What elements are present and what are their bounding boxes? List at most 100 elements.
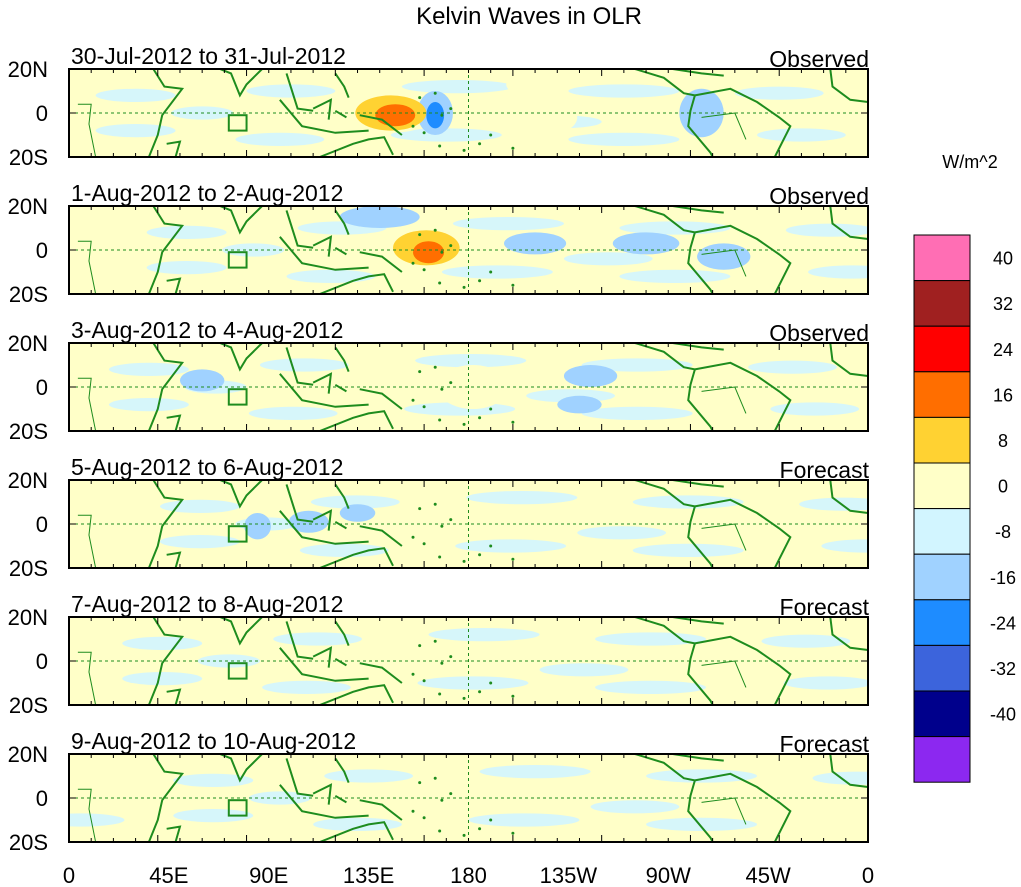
panel-period-label: 30-Jul-2012 to 31-Jul-2012	[71, 43, 346, 69]
olr-anomaly	[563, 365, 618, 387]
olr-anomaly	[179, 369, 225, 392]
weak-negative-anomaly	[146, 261, 227, 275]
coastline	[69, 206, 868, 294]
lat-tick-label: 20S	[9, 830, 48, 855]
weak-negative-anomaly	[197, 654, 260, 668]
coastline	[69, 754, 868, 842]
lat-tick-label: 0	[36, 512, 48, 537]
weak-negative-anomaly	[595, 680, 706, 695]
weak-negative-anomaly	[568, 132, 680, 146]
weak-negative-anomaly	[619, 269, 731, 283]
island	[462, 422, 466, 426]
lon-tick-label: 90E	[249, 863, 288, 887]
coastline	[69, 343, 868, 431]
island	[422, 405, 426, 409]
weak-negative-anomaly	[310, 495, 400, 509]
island	[462, 148, 466, 152]
island	[438, 144, 442, 148]
colorbar-swatch	[913, 325, 971, 373]
lat-tick-label: 20S	[9, 282, 48, 307]
weak-negative-anomaly	[452, 217, 564, 231]
colorbar-level-label: 32	[993, 294, 1013, 314]
weak-negative-anomaly	[415, 354, 527, 368]
colorbar-level-label: -8	[995, 522, 1011, 542]
weak-negative-anomaly	[286, 269, 376, 283]
island	[438, 555, 442, 559]
weak-negative-anomaly	[401, 80, 513, 94]
weak-negative-anomaly	[770, 402, 860, 416]
weak-negative-anomaly	[595, 632, 706, 646]
olr-anomaly	[244, 513, 271, 540]
island	[511, 831, 515, 835]
colorbar-swatch	[913, 508, 971, 555]
lat-tick-label: 20S	[9, 556, 48, 581]
island	[511, 420, 515, 424]
island	[433, 639, 437, 643]
panel-3: 20N 0 20S 3-Aug-2012 to 4-Aug-2012 Observed	[8, 317, 869, 444]
weak-negative-anomaly	[173, 809, 254, 823]
olr-anomaly	[497, 97, 578, 138]
weak-negative-anomaly	[122, 636, 203, 651]
panel-period-label: 5-Aug-2012 to 6-Aug-2012	[71, 454, 343, 480]
island	[511, 283, 515, 287]
weak-negative-anomaly	[248, 406, 338, 420]
olr-anomaly	[557, 395, 602, 414]
island	[449, 244, 453, 248]
weak-negative-anomaly	[324, 769, 414, 783]
lon-tick-label: 135E	[343, 863, 394, 887]
island	[489, 681, 493, 685]
weak-negative-anomaly	[468, 813, 580, 827]
island	[449, 792, 453, 796]
weak-negative-anomaly	[390, 128, 502, 142]
panel-period-label: 9-Aug-2012 to 10-Aug-2012	[71, 728, 356, 754]
colorbar-swatch	[913, 234, 971, 282]
island	[449, 655, 453, 659]
olr-anomaly	[375, 104, 416, 127]
weak-negative-anomaly	[441, 265, 553, 279]
panel-period-label: 3-Aug-2012 to 4-Aug-2012	[71, 317, 343, 343]
lat-tick-label: 20S	[9, 419, 48, 444]
weak-negative-anomaly	[761, 634, 851, 648]
island	[438, 692, 442, 696]
lat-tick-label: 0	[36, 375, 48, 400]
weak-negative-anomaly	[821, 539, 868, 553]
weak-negative-anomaly	[262, 680, 351, 695]
panel-status-label: Forecast	[780, 594, 870, 620]
panel-2: 20N 0 20S 1-Aug-2012 to 2-Aug-2012 Observed	[8, 180, 869, 307]
island	[462, 833, 466, 837]
olr-anomaly	[612, 232, 680, 255]
panel-1: 20N 0 20S 30-Jul-2012 to 31-Jul-2012 Observe…	[8, 43, 869, 170]
island	[411, 535, 415, 539]
lon-tick-label: 0	[862, 863, 874, 887]
olr-anomaly	[339, 206, 420, 228]
island	[422, 542, 426, 546]
island	[440, 661, 444, 665]
panel-status-label: Observed	[769, 183, 869, 209]
lat-tick-label: 20S	[9, 145, 48, 170]
island	[511, 557, 515, 561]
weak-negative-anomaly	[646, 817, 758, 832]
colorbar-swatch	[913, 690, 971, 738]
lat-tick-label: 20N	[8, 331, 48, 356]
weak-negative-anomaly	[299, 543, 389, 558]
island	[449, 518, 453, 522]
colorbar-level-label: 40	[993, 249, 1013, 269]
island	[438, 418, 442, 422]
olr-anomaly	[504, 232, 567, 255]
weak-negative-anomaly	[95, 88, 176, 102]
island	[440, 113, 444, 117]
panel-status-label: Forecast	[780, 731, 870, 757]
lat-tick-label: 0	[36, 786, 48, 811]
island	[411, 124, 415, 128]
island	[489, 270, 493, 274]
island	[418, 781, 422, 785]
colorbar-level-label: 8	[998, 431, 1008, 451]
coastline	[69, 480, 868, 568]
colorbar-level-label: 0	[998, 477, 1008, 497]
island	[478, 827, 482, 831]
coastline	[69, 617, 868, 705]
panel-status-label: Observed	[769, 320, 869, 346]
colorbar-swatch	[913, 736, 971, 783]
colorbar-level-label: 24	[993, 340, 1013, 360]
island	[433, 502, 437, 506]
